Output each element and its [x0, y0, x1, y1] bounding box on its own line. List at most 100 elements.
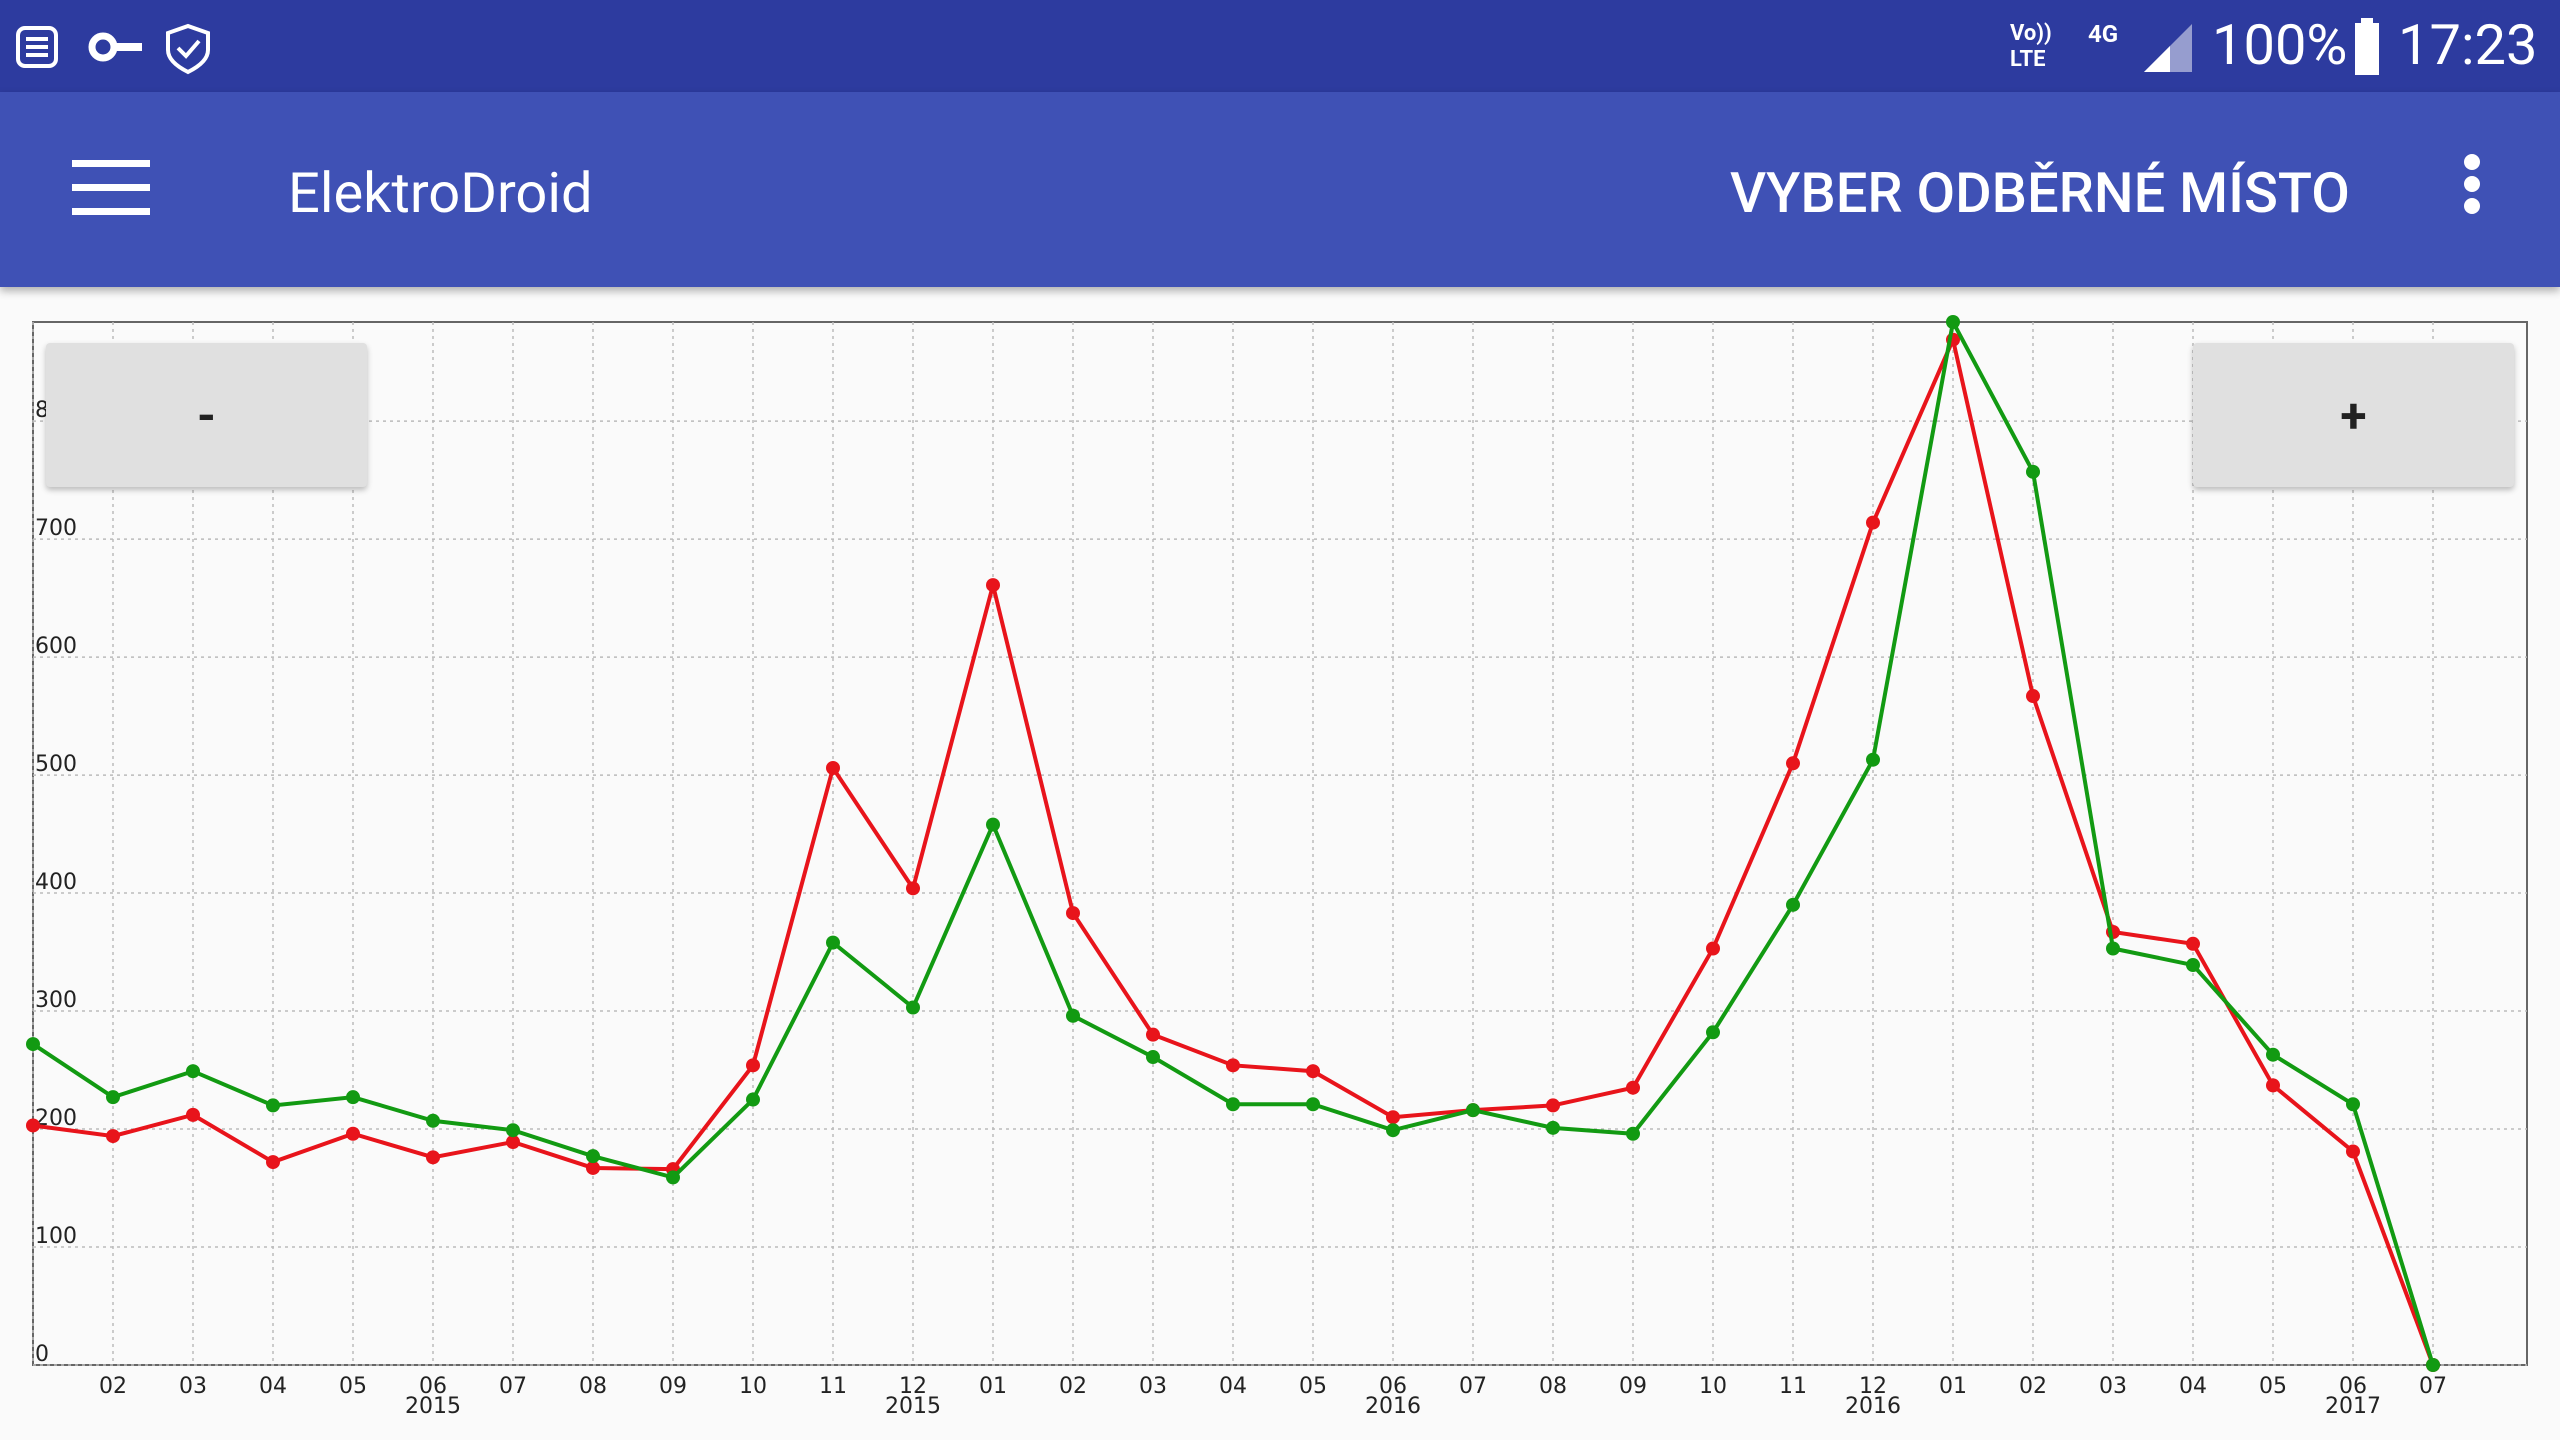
- x-tick-label: 04: [259, 1374, 287, 1399]
- data-point: [26, 1037, 40, 1052]
- menu-dot: [2464, 176, 2480, 192]
- x-tick-label: 12: [1859, 1374, 1887, 1399]
- data-point: [1786, 897, 1800, 912]
- data-point: [2266, 1047, 2280, 1062]
- battery-label: 100%: [2212, 12, 2348, 78]
- app-title: ElektroDroid: [288, 160, 593, 226]
- x-tick-label: 10: [739, 1374, 767, 1399]
- key-icon: [88, 32, 118, 62]
- data-point: [1786, 756, 1800, 771]
- select-place-button[interactable]: VYBER ODBĚRNÉ MÍSTO: [1730, 160, 2350, 226]
- x-tick-label: 09: [1619, 1374, 1647, 1399]
- data-point: [26, 1118, 40, 1133]
- data-point: [1306, 1064, 1320, 1079]
- battery-icon: [2355, 23, 2379, 75]
- data-point: [826, 935, 840, 950]
- data-point: [506, 1135, 520, 1150]
- x-tick-label: 03: [1139, 1374, 1167, 1399]
- data-point: [1386, 1110, 1400, 1125]
- x-tick-label: 04: [1219, 1374, 1247, 1399]
- key-icon: [112, 43, 142, 51]
- data-point: [1626, 1080, 1640, 1095]
- data-point: [1866, 752, 1880, 767]
- menu-bar: [72, 184, 150, 191]
- year-label: 2015: [885, 1394, 941, 1419]
- data-point: [2426, 1358, 2440, 1372]
- data-point: [2186, 936, 2200, 951]
- data-point: [2186, 958, 2200, 973]
- volte-label: Vo)): [2010, 21, 2052, 46]
- data-point: [746, 1058, 760, 1073]
- menu-dot: [2464, 198, 2480, 214]
- battery-icon: [2355, 18, 2379, 75]
- x-tick-label: 03: [2099, 1374, 2127, 1399]
- data-point: [1146, 1050, 1160, 1065]
- data-point: [2346, 1097, 2360, 1112]
- y-tick-label: 500: [35, 752, 77, 777]
- data-point: [2026, 464, 2040, 479]
- app-bar: ElektroDroid VYBER ODBĚRNÉ MÍSTO: [0, 92, 2560, 287]
- data-point: [906, 1000, 920, 1015]
- data-point: [586, 1149, 600, 1164]
- x-tick-label: 01: [979, 1374, 1007, 1399]
- x-tick-label: 05: [339, 1374, 367, 1399]
- data-point: [1706, 941, 1720, 956]
- menu-dot: [2464, 154, 2480, 170]
- data-point: [1226, 1058, 1240, 1073]
- data-point: [186, 1064, 200, 1079]
- menu-button[interactable]: [72, 160, 152, 220]
- data-point: [106, 1090, 120, 1105]
- y-tick-label: 400: [35, 870, 77, 895]
- signal-icon: [2144, 24, 2192, 72]
- plot-frame: [32, 321, 2528, 1366]
- y-tick-label: 300: [35, 988, 77, 1013]
- status-icons: [16, 23, 210, 75]
- data-point: [1626, 1126, 1640, 1141]
- signal-icon: [2144, 46, 2170, 72]
- zoom-out-button[interactable]: -: [46, 343, 367, 487]
- data-point: [986, 817, 1000, 832]
- data-point: [506, 1123, 520, 1138]
- clock: 17:23: [2398, 12, 2538, 78]
- x-tick-label: 11: [819, 1374, 847, 1399]
- data-point: [2026, 689, 2040, 704]
- data-point: [1866, 515, 1880, 530]
- y-tick-label: 600: [35, 634, 77, 659]
- data-point: [1706, 1025, 1720, 1040]
- x-tick-label: 12: [899, 1374, 927, 1399]
- overflow-menu[interactable]: [2457, 150, 2487, 230]
- data-point: [1306, 1097, 1320, 1112]
- x-tick-label: 03: [179, 1374, 207, 1399]
- data-point: [2346, 1144, 2360, 1159]
- data-point: [106, 1129, 120, 1144]
- zoom-in-button[interactable]: +: [2193, 343, 2514, 487]
- menu-bar: [72, 160, 150, 167]
- data-point: [1146, 1027, 1160, 1042]
- x-tick-label: 05: [1299, 1374, 1327, 1399]
- x-tick-label: 07: [1459, 1374, 1487, 1399]
- data-point: [426, 1150, 440, 1165]
- year-label: 2016: [1845, 1394, 1901, 1419]
- battery-icon: [2361, 18, 2373, 24]
- data-point: [1066, 906, 1080, 921]
- data-point: [2106, 941, 2120, 956]
- data-point: [1946, 315, 1960, 329]
- data-point: [1386, 1123, 1400, 1138]
- x-tick-label: 06: [1379, 1374, 1407, 1399]
- data-point: [746, 1092, 760, 1107]
- data-point: [346, 1090, 360, 1105]
- menu-bar: [72, 208, 150, 215]
- lte-label: LTE: [2010, 47, 2046, 72]
- data-point: [826, 760, 840, 775]
- year-label: 2015: [405, 1394, 461, 1419]
- x-tick-label: 05: [2259, 1374, 2287, 1399]
- x-tick-label: 10: [1699, 1374, 1727, 1399]
- x-tick-label: 07: [499, 1374, 527, 1399]
- data-point: [2266, 1078, 2280, 1093]
- year-label: 2017: [2325, 1394, 2381, 1419]
- x-tick-label: 08: [1539, 1374, 1567, 1399]
- x-tick-label: 01: [1939, 1374, 1967, 1399]
- x-tick-label: 02: [99, 1374, 127, 1399]
